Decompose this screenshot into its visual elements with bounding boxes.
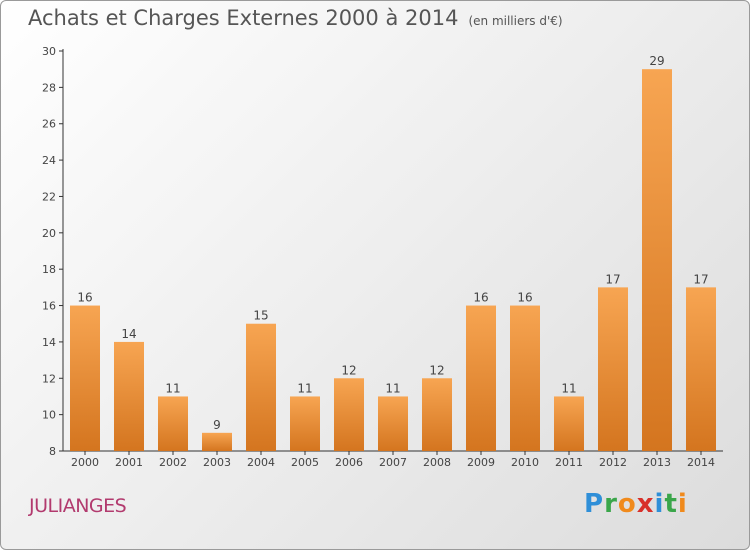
bar: [70, 305, 100, 451]
x-tick-label: 2001: [115, 456, 143, 469]
chart-title: Achats et Charges Externes 2000 à 2014 (e…: [28, 6, 563, 30]
data-label: 12: [341, 363, 356, 377]
data-label: 15: [253, 309, 268, 323]
bar: [598, 287, 628, 451]
x-tick-label: 2006: [335, 456, 363, 469]
x-tick-label: 2010: [511, 456, 539, 469]
chart-unit: (en milliers d'€): [468, 14, 563, 28]
y-tick-label: 14: [42, 336, 56, 349]
x-tick-label: 2008: [423, 456, 451, 469]
bar: [246, 323, 276, 451]
commune-name: JULIANGES: [29, 495, 127, 517]
data-label: 11: [561, 381, 576, 395]
data-label: 17: [605, 272, 620, 286]
data-label: 16: [517, 291, 532, 305]
y-tick-label: 20: [42, 227, 56, 240]
bar: [642, 69, 672, 451]
x-tick-label: 2011: [555, 456, 583, 469]
y-tick-label: 12: [42, 372, 56, 385]
data-label: 11: [297, 381, 312, 395]
x-tick-label: 2000: [71, 456, 99, 469]
x-tick-label: 2014: [687, 456, 715, 469]
y-tick-label: 26: [42, 118, 56, 131]
bar: [202, 432, 232, 451]
x-tick-label: 2009: [467, 456, 495, 469]
x-tick-label: 2004: [247, 456, 275, 469]
x-tick-label: 2002: [159, 456, 187, 469]
bar: [422, 378, 452, 451]
data-label: 9: [213, 418, 221, 432]
bar: [686, 287, 716, 451]
bar: [114, 341, 144, 451]
data-label: 11: [165, 381, 180, 395]
bar: [466, 305, 496, 451]
data-label: 16: [473, 291, 488, 305]
x-tick-label: 2005: [291, 456, 319, 469]
bar: [378, 396, 408, 451]
data-label: 16: [77, 291, 92, 305]
y-tick-label: 18: [42, 263, 56, 276]
data-label: 29: [649, 54, 664, 68]
x-tick-label: 2007: [379, 456, 407, 469]
proxiti-logo: Proxiti: [584, 489, 688, 519]
bar: [334, 378, 364, 451]
y-tick-label: 10: [42, 409, 56, 422]
x-tick-label: 2003: [203, 456, 231, 469]
data-label: 12: [429, 363, 444, 377]
logo-letter: x: [636, 489, 655, 519]
bar: [290, 396, 320, 451]
logo-letter: o: [617, 489, 637, 519]
y-tick-label: 24: [42, 154, 56, 167]
logo-letter: i: [654, 489, 665, 519]
data-label: 17: [693, 272, 708, 286]
bar: [158, 396, 188, 451]
bar: [510, 305, 540, 451]
chart-title-text: Achats et Charges Externes 2000 à 2014: [28, 6, 459, 30]
logo-letter: P: [584, 489, 605, 519]
bar: [554, 396, 584, 451]
y-tick-label: 16: [42, 300, 56, 313]
y-tick-label: 22: [42, 190, 56, 203]
y-tick-label: 30: [42, 45, 56, 58]
data-label: 14: [121, 327, 136, 341]
logo-letter: i: [677, 489, 688, 519]
logo-letter: r: [604, 489, 618, 519]
y-tick-label: 28: [42, 81, 56, 94]
logo-letter: t: [664, 489, 678, 519]
y-tick-label: 8: [49, 445, 56, 458]
data-label: 11: [385, 381, 400, 395]
x-tick-label: 2013: [643, 456, 671, 469]
x-tick-label: 2012: [599, 456, 627, 469]
